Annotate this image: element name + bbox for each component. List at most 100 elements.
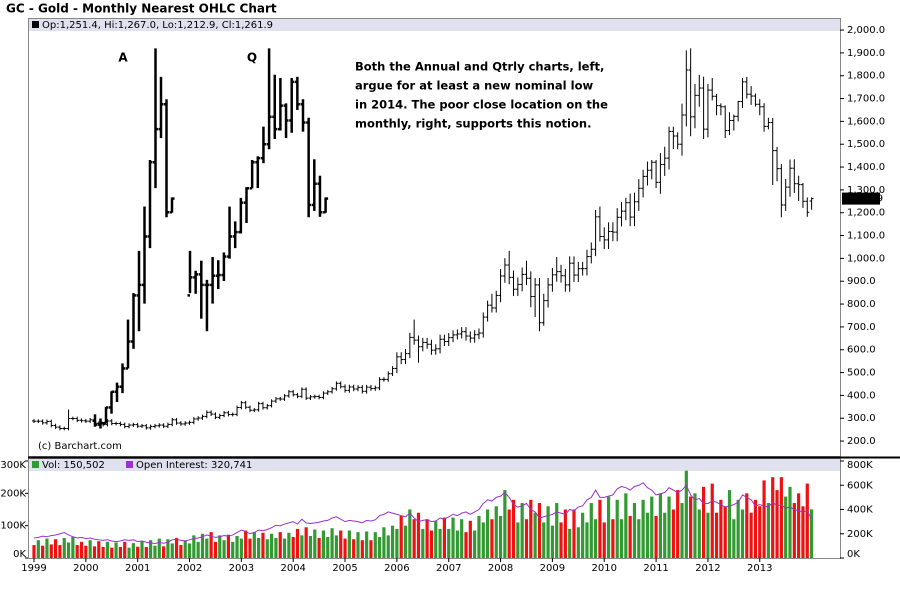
volume-bar	[291, 536, 295, 558]
volume-bar	[347, 530, 351, 558]
last-price-box	[842, 192, 880, 205]
volume-bar	[598, 499, 602, 558]
volume-bar	[451, 517, 455, 558]
volume-bar	[278, 532, 282, 558]
y-tick-label: 100K	[0, 521, 26, 532]
volume-bar	[222, 540, 226, 558]
volume-bar	[365, 531, 369, 558]
volume-bar	[49, 544, 53, 558]
volume-bar	[408, 509, 412, 558]
volume-bar	[766, 503, 770, 558]
volume-bar	[524, 519, 529, 558]
volume-bar	[624, 493, 628, 558]
volume-bar	[118, 547, 122, 558]
x-tick-label: 2000	[73, 563, 98, 574]
volume-bar	[719, 499, 723, 558]
volume-bar	[762, 480, 766, 558]
volume-bar	[650, 496, 654, 558]
volume-bar	[723, 506, 727, 558]
last-price-label: 1,261.9	[845, 194, 883, 205]
y-tick-label: 1,900.0	[847, 48, 885, 59]
volume-bar	[628, 515, 632, 558]
volume-bar	[390, 525, 395, 558]
volume-bar	[382, 527, 386, 558]
y-tick-label: 300K	[0, 460, 26, 471]
volume-bar	[373, 532, 377, 558]
volume-bar	[680, 503, 684, 558]
y-tick-label: 700.0	[847, 322, 876, 333]
volume-bar	[313, 529, 317, 558]
y-tick-label: 1,200.0	[847, 208, 885, 219]
volume-bar	[740, 509, 745, 558]
volume-bar	[144, 547, 148, 558]
legend-label: Op:1,251.4, Hi:1,267.0, Lo:1,212.9, Cl:1…	[42, 20, 273, 31]
volume-bar	[779, 477, 783, 558]
volume-bar	[421, 528, 425, 558]
volume-bar	[602, 522, 606, 558]
volume-bar	[287, 532, 291, 558]
inset-label: Q	[247, 51, 257, 65]
volume-bar	[192, 535, 196, 558]
volume-bar	[200, 533, 205, 558]
volume-bar	[187, 543, 192, 558]
volume-bar	[79, 541, 84, 558]
volume-bar	[546, 506, 550, 558]
volume-bar	[54, 539, 58, 558]
y2-tick-label: 0K	[847, 549, 860, 560]
volume-bar	[676, 490, 680, 558]
volume-bar	[157, 538, 161, 558]
volume-bar	[403, 525, 408, 558]
open-interest-line	[33, 482, 813, 544]
volume-bar	[300, 535, 304, 558]
volume-bar	[585, 522, 589, 558]
volume-bar	[784, 496, 788, 558]
volume-bar	[529, 499, 533, 558]
volume-bar	[183, 540, 187, 558]
volume-bar	[205, 538, 209, 558]
volume-bar	[464, 532, 468, 558]
volume-bar	[727, 490, 732, 558]
volume-bar	[442, 517, 446, 558]
annotation: monthly, right, supports this notion.	[355, 117, 591, 131]
volume-bar	[386, 535, 390, 558]
y-tick-label: 800.0	[847, 299, 876, 310]
volume-bar	[576, 527, 580, 558]
volume-bar	[174, 537, 179, 558]
volume-bar	[490, 519, 494, 558]
legend-swatch	[32, 461, 39, 468]
volume-bar	[92, 546, 97, 558]
volume-bar	[334, 535, 338, 558]
x-tick-label: 2012	[695, 563, 720, 574]
y-tick-label: 1,800.0	[847, 71, 885, 82]
x-tick-label: 2010	[592, 563, 617, 574]
volume-bar	[516, 522, 520, 558]
volume-bar	[425, 519, 429, 558]
price-panel	[28, 18, 841, 457]
volume-bar	[619, 519, 624, 558]
y-tick-label: 1,500.0	[847, 139, 885, 150]
volume-bar	[481, 522, 485, 558]
y-tick-label: 1,400.0	[847, 162, 885, 173]
volume-bar	[257, 537, 261, 558]
volume-bar	[710, 483, 714, 558]
y-tick-label: 900.0	[847, 276, 876, 287]
volume-bar	[805, 483, 809, 558]
volume-bar	[166, 539, 170, 558]
volume-bar	[732, 519, 736, 558]
volume-bar	[753, 499, 758, 558]
y-tick-label: 2,000.0	[847, 25, 885, 36]
x-tick-label: 1999	[21, 563, 46, 574]
x-tick-label: 2002	[177, 563, 202, 574]
volume-legend-strip	[29, 459, 840, 471]
volume-bar	[498, 515, 503, 558]
volume-bar	[594, 519, 598, 558]
volume-bar	[196, 541, 200, 558]
volume-bar	[170, 543, 174, 558]
annotation: Both the Annual and Qtrly charts, left,	[355, 60, 604, 74]
volume-bar	[455, 530, 459, 558]
volume-bar	[550, 525, 554, 558]
volume-bar	[645, 512, 650, 558]
volume-bar	[771, 477, 775, 558]
x-tick-label: 2001	[125, 563, 150, 574]
volume-bar	[654, 515, 658, 558]
